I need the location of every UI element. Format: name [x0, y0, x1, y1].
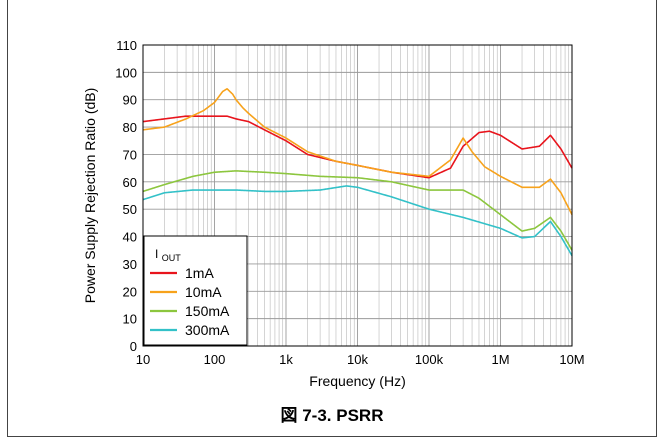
y-axis-label: Power Supply Rejection Ratio (dB): [82, 88, 98, 304]
y-tick-label: 20: [123, 284, 137, 299]
y-tick-label: 0: [130, 339, 137, 354]
y-tick-label: 40: [123, 230, 137, 245]
x-tick-label: 1k: [279, 352, 293, 367]
y-tick-label: 50: [123, 202, 137, 217]
legend-title-sub: OUT: [162, 253, 182, 263]
y-tick-label: 70: [123, 147, 137, 162]
tick-labels: 10 100 1k 10k 100k 1M 10M010203040506070809010…: [115, 38, 584, 367]
legend: I OUT 1mA 10mA 150mA 300mA: [143, 235, 248, 346]
y-tick-label: 90: [123, 93, 137, 108]
legend-label-10mA: 10mA: [185, 284, 222, 300]
y-tick-label: 80: [123, 120, 137, 135]
plot-area-border: [142, 44, 573, 347]
x-tick-label: 100k: [415, 352, 444, 367]
x-tick-label: 10k: [347, 352, 368, 367]
y-tick-label: 30: [123, 257, 137, 272]
x-tick-label: 1M: [491, 352, 509, 367]
x-tick-label: 10: [136, 352, 150, 367]
series-line-300mA: [142, 185, 573, 257]
legend-label-150mA: 150mA: [185, 303, 230, 319]
psrr-chart: 10 100 1k 10k 100k 1M 10M010203040506070809010…: [82, 38, 585, 389]
y-tick-label: 10: [123, 312, 137, 327]
x-tick-label: 10M: [559, 352, 584, 367]
legend-title: I OUT: [155, 247, 181, 263]
x-tick-label: 100: [204, 352, 226, 367]
legend-title-main: I: [155, 247, 158, 261]
legend-label-300mA: 300mA: [185, 322, 230, 338]
series-line-150mA: [142, 170, 573, 251]
y-tick-label: 100: [115, 65, 137, 80]
y-tick-label: 60: [123, 175, 137, 190]
figure-caption: 図 7-3. PSRR: [280, 406, 384, 425]
x-axis-label: Frequency (Hz): [309, 373, 405, 389]
series-lines: [142, 87, 573, 257]
series-line-10mA: [142, 87, 573, 216]
y-tick-label: 110: [116, 38, 137, 53]
legend-box: [143, 235, 248, 346]
legend-label-1mA: 1mA: [185, 265, 214, 281]
